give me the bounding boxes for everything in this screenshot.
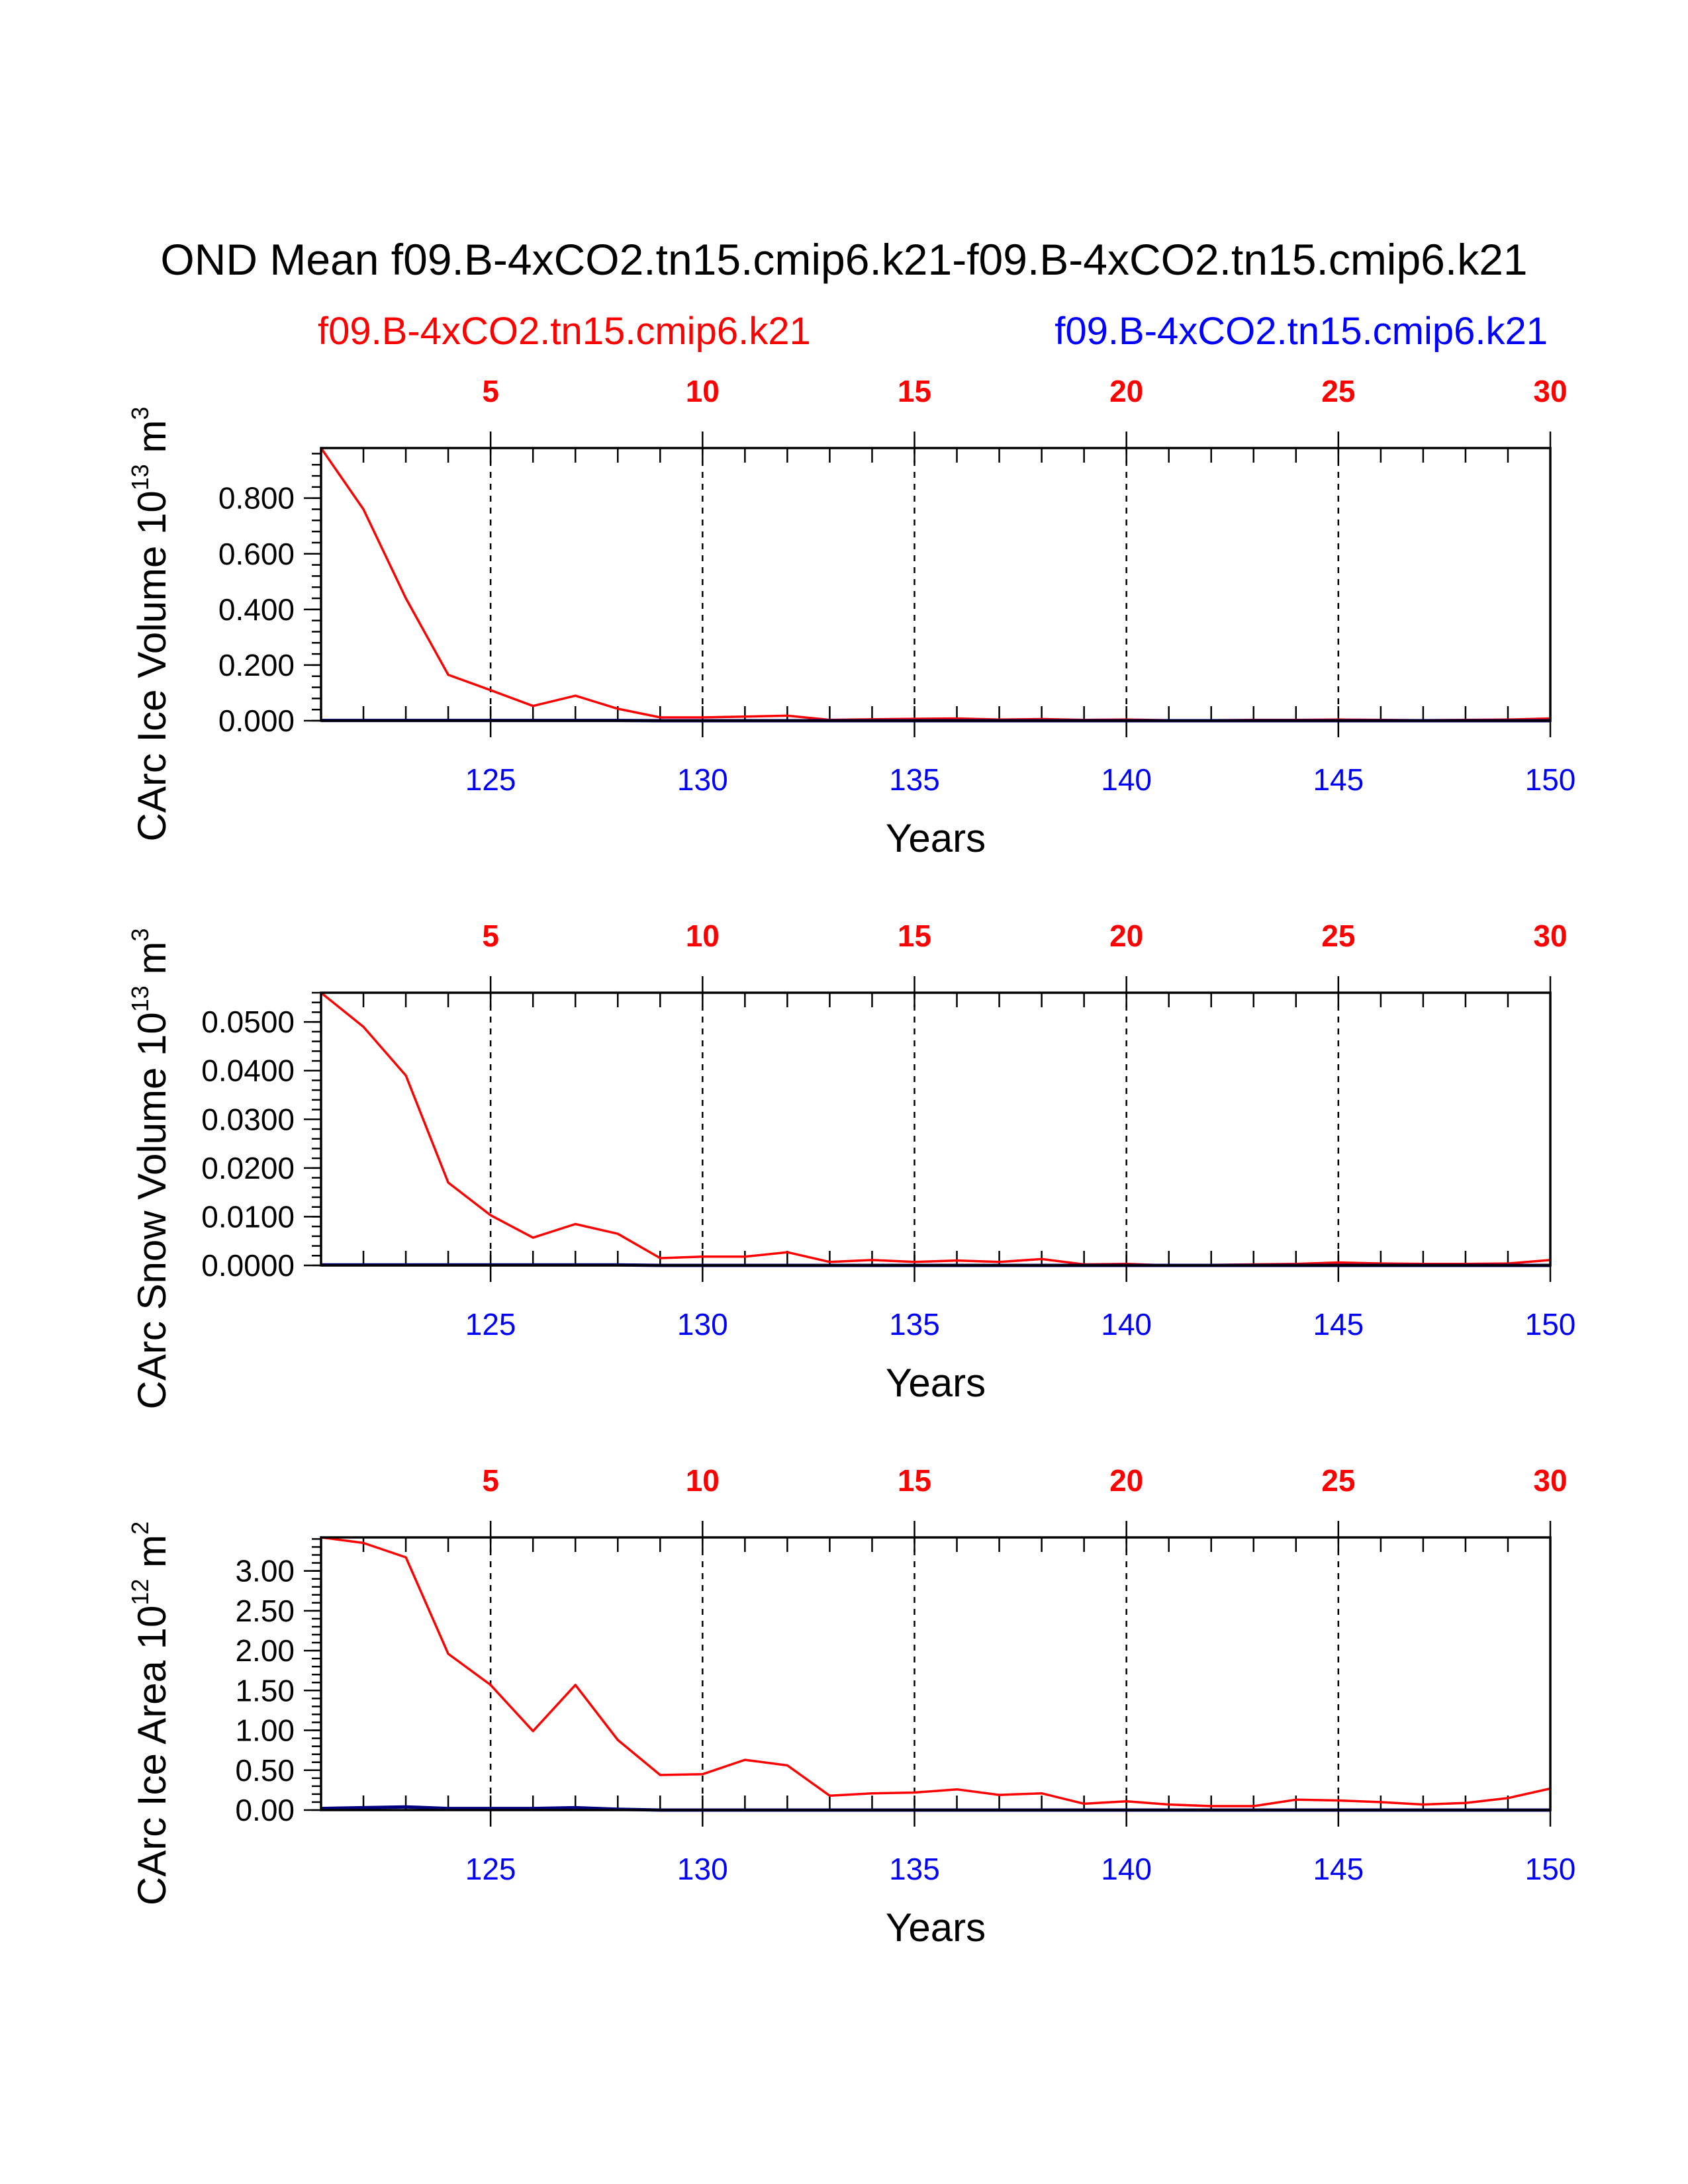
y-axis-label: CArc Ice Area 1012 m2 bbox=[126, 1522, 174, 1905]
x-tick-label-top: 20 bbox=[1109, 1463, 1143, 1498]
y-tick-label: 0.600 bbox=[218, 537, 295, 571]
x-tick-label-bottom: 135 bbox=[889, 1307, 940, 1342]
x-tick-label-bottom: 135 bbox=[889, 1852, 940, 1886]
x-tick-label-top: 5 bbox=[482, 1463, 499, 1498]
x-tick-label-top: 30 bbox=[1533, 1463, 1567, 1498]
y-tick-label: 0.0100 bbox=[201, 1199, 295, 1234]
x-tick-label-bottom: 140 bbox=[1101, 762, 1152, 797]
y-tick-label: 1.50 bbox=[235, 1673, 295, 1707]
x-tick-label-top: 15 bbox=[898, 1463, 931, 1498]
y-tick-label: 1.00 bbox=[235, 1713, 295, 1748]
x-tick-label-bottom: 150 bbox=[1525, 762, 1576, 797]
x-tick-label-top: 30 bbox=[1533, 919, 1567, 953]
x-tick-label-top: 5 bbox=[482, 919, 499, 953]
y-axis-label: CArc Snow Volume 1013 m3 bbox=[126, 928, 174, 1409]
y-axis-label-unit: m bbox=[130, 942, 174, 986]
y-axis-label-exponent: 13 bbox=[126, 464, 154, 490]
x-tick-label-top: 20 bbox=[1109, 374, 1143, 408]
chart-panel-1: 125 130 135 140 145 150 5 10 15 20 25 30 0.000 0.200 0… bbox=[126, 374, 1575, 860]
x-tick-label-bottom: 125 bbox=[465, 762, 516, 797]
chart-panel-2: 125 130 135 140 145 150 5 10 15 20 25 30 0.0000 0.010… bbox=[126, 919, 1575, 1410]
chart-panel-3: 125 130 135 140 145 150 5 10 15 20 25 30 0.00 0.50 1.0… bbox=[126, 1463, 1575, 1950]
y-axis-label-exponent: 12 bbox=[126, 1579, 154, 1606]
y-tick-label: 0.0300 bbox=[201, 1102, 295, 1136]
y-tick-label: 2.50 bbox=[235, 1594, 295, 1628]
y-axis-label-exponent: 13 bbox=[126, 985, 154, 1012]
y-tick-label: 0.0400 bbox=[201, 1054, 295, 1088]
x-tick-label-top: 10 bbox=[686, 1463, 720, 1498]
y-axis-label-unit-power: 3 bbox=[126, 928, 154, 941]
plot-frame bbox=[320, 991, 1552, 1267]
y-axis-label-unit-power: 2 bbox=[126, 1522, 154, 1535]
y-tick-label: 0.200 bbox=[218, 648, 295, 682]
y-axis-label-main: CArc Ice Volume 10 bbox=[130, 490, 174, 841]
series-line-red bbox=[320, 991, 1551, 1267]
x-tick-label-bottom: 145 bbox=[1313, 1307, 1364, 1342]
legend-label-blue: f09.B-4xCO2.tn15.cmip6.k21 bbox=[1055, 310, 1548, 353]
y-tick-label: 0.00 bbox=[235, 1793, 295, 1827]
x-tick-label-bottom: 145 bbox=[1313, 762, 1364, 797]
x-tick-label-bottom: 150 bbox=[1525, 1852, 1576, 1886]
series-line-red bbox=[320, 447, 1551, 721]
y-axis-label-unit: m bbox=[130, 1535, 174, 1579]
x-axis-label: Years bbox=[886, 1905, 986, 1950]
y-axis-label-unit: m bbox=[130, 420, 174, 465]
figure-title: OND Mean f09.B-4xCO2.tn15.cmip6.k21-f09.… bbox=[160, 235, 1527, 284]
plot-frame bbox=[320, 1536, 1552, 1811]
x-tick-label-top: 25 bbox=[1321, 1463, 1355, 1498]
series-line-red bbox=[320, 1536, 1551, 1807]
x-tick-label-bottom: 130 bbox=[677, 1307, 728, 1342]
x-tick-label-bottom: 125 bbox=[465, 1852, 516, 1886]
x-tick-label-bottom: 140 bbox=[1101, 1307, 1152, 1342]
y-axis-label: CArc Ice Volume 1013 m3 bbox=[126, 407, 174, 842]
x-axis-label: Years bbox=[886, 1361, 986, 1405]
x-tick-label-bottom: 145 bbox=[1313, 1852, 1364, 1886]
y-axis-label-unit-power: 3 bbox=[126, 407, 154, 420]
y-tick-label: 2.00 bbox=[235, 1633, 295, 1668]
x-tick-label-top: 30 bbox=[1533, 374, 1567, 408]
x-tick-label-top: 10 bbox=[686, 919, 720, 953]
y-tick-label: 0.0200 bbox=[201, 1151, 295, 1185]
y-tick-label: 3.00 bbox=[235, 1554, 295, 1588]
y-axis-label-main: CArc Ice Area 10 bbox=[130, 1606, 174, 1906]
y-tick-label: 0.800 bbox=[218, 481, 295, 516]
x-tick-label-top: 25 bbox=[1321, 919, 1355, 953]
x-tick-label-top: 15 bbox=[898, 919, 931, 953]
y-axis-label-main: CArc Snow Volume 10 bbox=[130, 1012, 174, 1409]
y-tick-label: 0.0000 bbox=[201, 1248, 295, 1283]
x-tick-label-bottom: 150 bbox=[1525, 1307, 1576, 1342]
y-tick-label: 0.400 bbox=[218, 592, 295, 627]
y-tick-label: 0.000 bbox=[218, 704, 295, 738]
x-tick-label-top: 15 bbox=[898, 374, 931, 408]
legend-label-red: f09.B-4xCO2.tn15.cmip6.k21 bbox=[318, 310, 811, 353]
x-tick-label-bottom: 135 bbox=[889, 762, 940, 797]
x-tick-label-top: 25 bbox=[1321, 374, 1355, 408]
x-tick-label-bottom: 130 bbox=[677, 1852, 728, 1886]
x-axis-label: Years bbox=[886, 816, 986, 860]
x-tick-label-bottom: 130 bbox=[677, 762, 728, 797]
x-tick-label-bottom: 140 bbox=[1101, 1852, 1152, 1886]
x-tick-label-top: 10 bbox=[686, 374, 720, 408]
y-tick-label: 0.50 bbox=[235, 1753, 295, 1788]
x-tick-label-bottom: 125 bbox=[465, 1307, 516, 1342]
plot-frame bbox=[320, 447, 1552, 722]
x-tick-label-top: 5 bbox=[482, 374, 499, 408]
y-tick-label: 0.0500 bbox=[201, 1005, 295, 1039]
x-tick-label-top: 20 bbox=[1109, 919, 1143, 953]
